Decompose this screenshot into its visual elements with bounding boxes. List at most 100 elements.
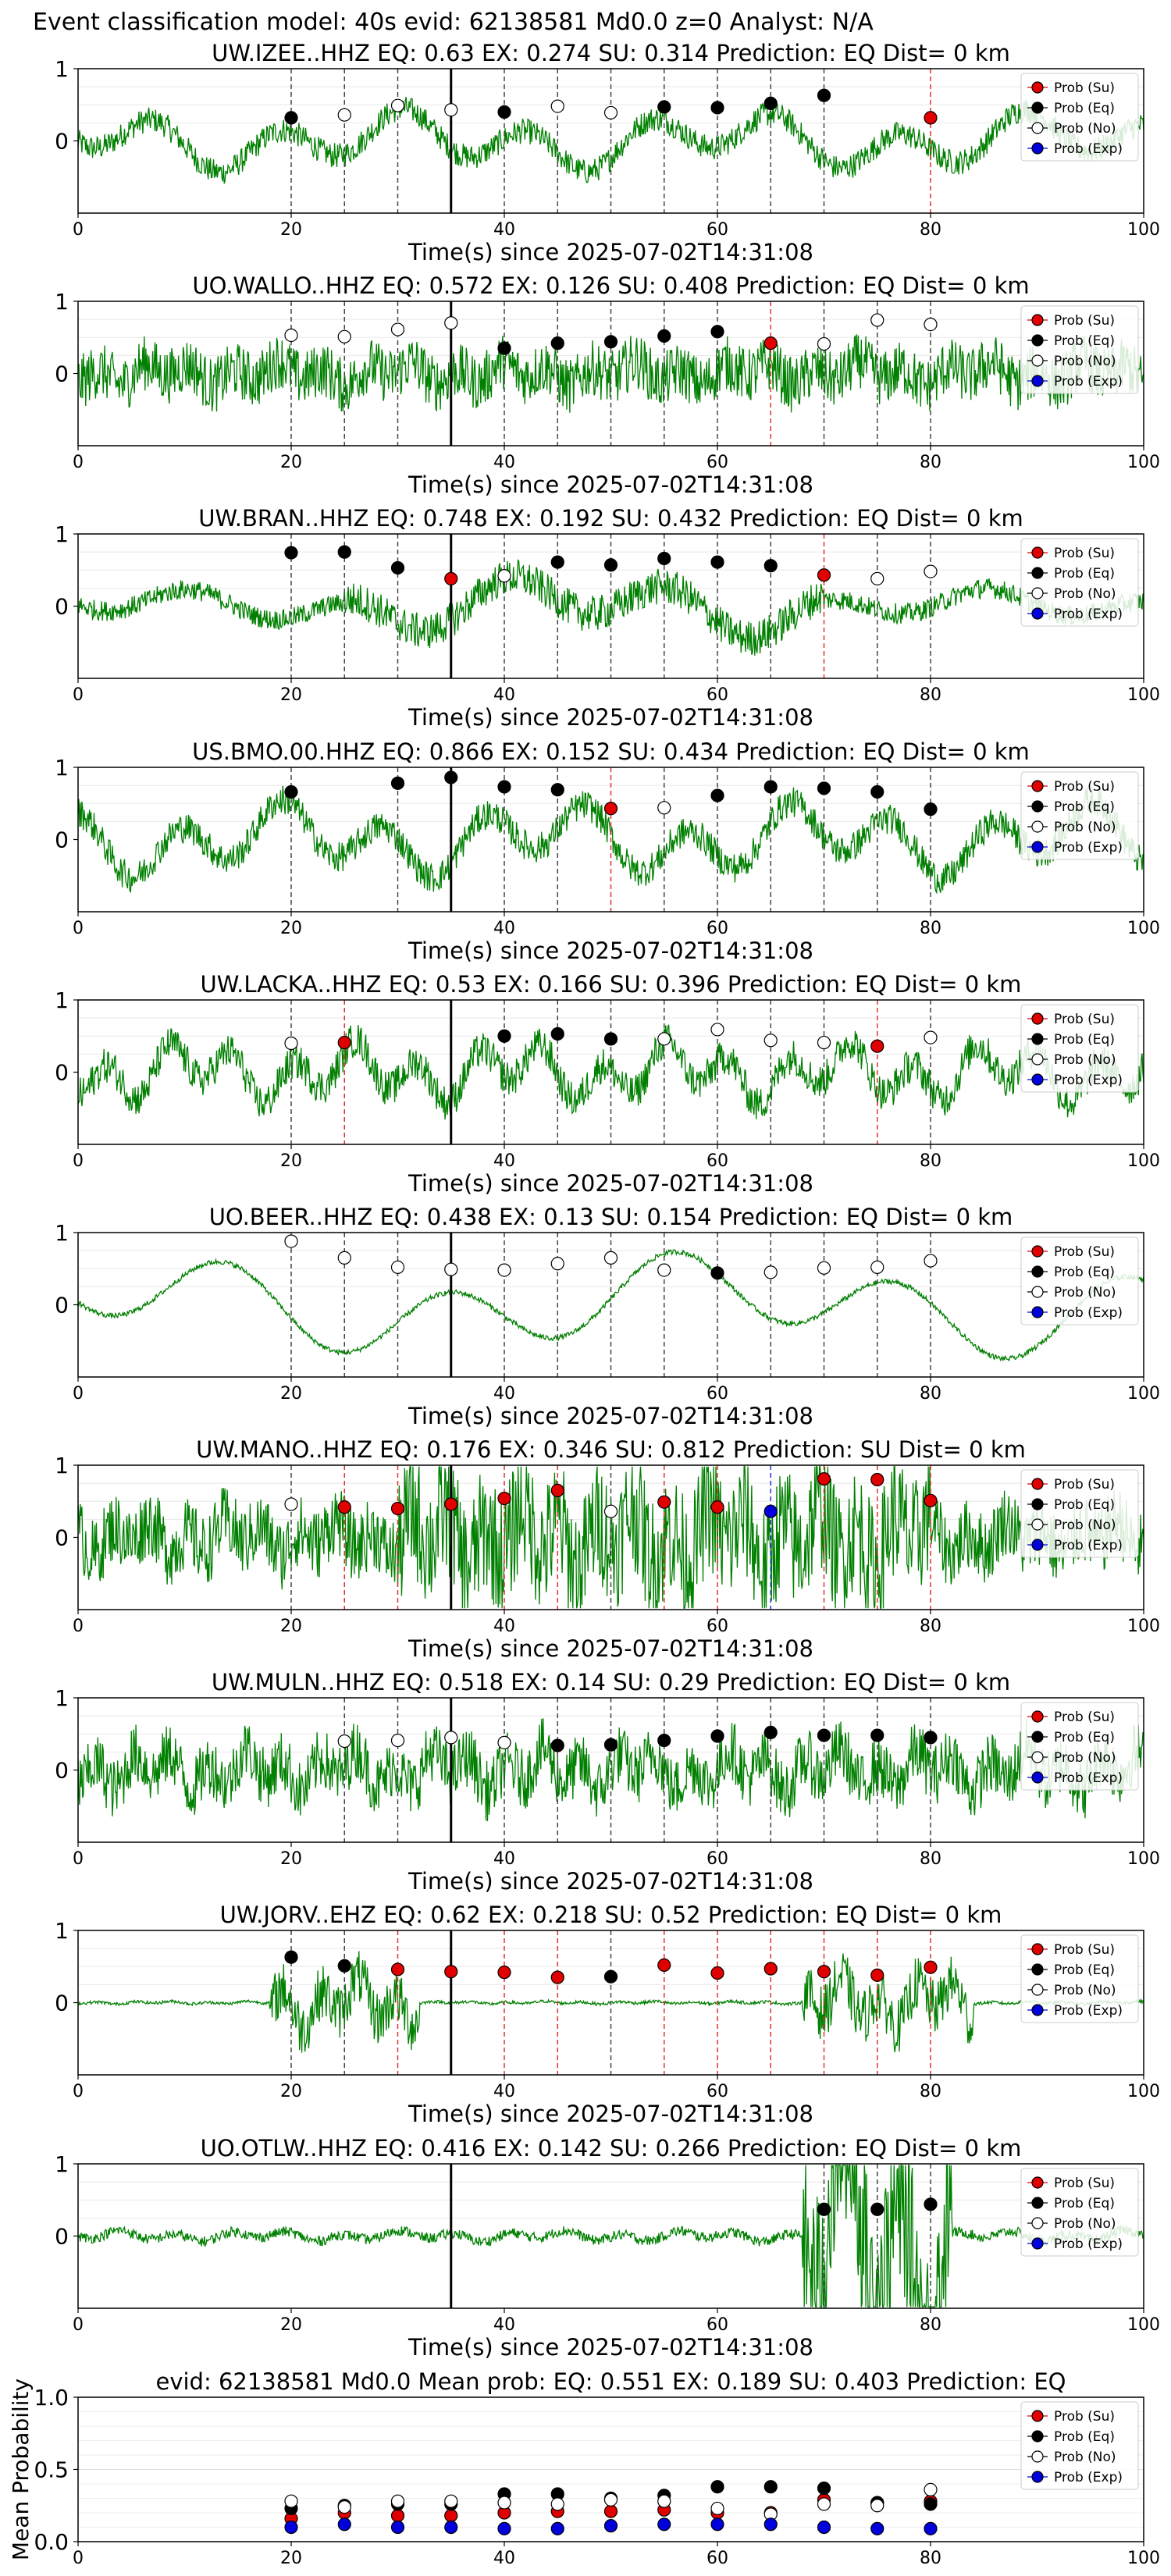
prob-point [657,1263,671,1277]
y-tick-label: 0 [55,827,69,853]
prob-point [924,318,938,332]
legend-marker [1031,1265,1044,1278]
x-tick-label: 20 [280,685,302,705]
prob-point [817,1965,831,1979]
mean-prob-point [817,2520,831,2535]
prob-point [390,1260,405,1275]
y-tick-label: 0 [55,1060,69,1086]
mean-prob-point [337,2517,351,2532]
prob-point [337,1500,351,1514]
x-tick-label: 60 [707,2315,728,2335]
legend-marker [1031,607,1044,620]
legend-marker [1031,81,1044,94]
prob-point [657,801,671,815]
prob-point [763,1962,778,1976]
prob-point [603,1251,618,1265]
x-axis-label: Time(s) since 2025-07-02T14:31:08 [408,1170,813,1197]
x-tick-label: 80 [920,2549,941,2568]
prob-point [817,88,831,102]
panel-title: UW.MANO..HHZ EQ: 0.176 EX: 0.346 SU: 0.8… [196,1436,1026,1463]
x-tick-label: 100 [1127,685,1160,705]
legend-label: Prob (Su) [1054,779,1115,795]
legend-label: Prob (Eq) [1054,1265,1115,1280]
prob-point [444,1731,458,1745]
legend-box [1020,2168,1139,2257]
mean-prob-point [284,2520,298,2535]
mean-prob-point [603,2519,618,2533]
legend-box [1020,73,1139,162]
prob-point [497,1263,511,1277]
prob-point [603,335,618,349]
prob-point [817,781,831,795]
prob-point [710,1266,724,1280]
x-tick-label: 100 [1127,1617,1160,1636]
x-tick-label: 60 [707,1384,728,1404]
y-tick-label: 0 [55,2224,69,2250]
x-tick-label: 100 [1127,220,1160,240]
legend-label: Prob (No) [1054,121,1116,137]
station-panel: UO.OTLW..HHZ EQ: 0.416 EX: 0.142 SU: 0.2… [55,2135,1160,2361]
prob-point [284,1036,298,1051]
x-tick-label: 80 [920,919,941,938]
legend-label: Prob (Eq) [1054,2196,1115,2211]
x-tick-label: 20 [280,2082,302,2101]
legend-label: Prob (No) [1054,586,1116,602]
legend-box [1020,1004,1139,1093]
legend-label: Prob (No) [1054,1983,1116,1998]
mean-prob-point [390,2509,405,2523]
legend-label: Prob (No) [1054,2216,1116,2232]
prob-point [550,1026,564,1041]
prob-point [284,546,298,560]
prob-point [497,569,511,583]
legend-marker [1031,375,1044,387]
panel-title: UO.OTLW..HHZ EQ: 0.416 EX: 0.142 SU: 0.2… [201,2135,1022,2161]
x-tick-label: 20 [280,2549,302,2568]
legend-marker [1031,1498,1044,1510]
station-panel: UO.BEER..HHZ EQ: 0.438 EX: 0.13 SU: 0.15… [55,1204,1160,1429]
legend-marker [1031,1963,1044,1976]
x-tick-label: 80 [920,685,941,705]
y-tick-label: 0 [55,129,69,155]
prob-point [817,568,831,582]
summary-panel: evid: 62138581 Md0.0 Mean prob: EQ: 0.55… [8,2368,1160,2568]
station-panel: UW.BRAN..HHZ EQ: 0.748 EX: 0.192 SU: 0.4… [55,505,1160,731]
legend-marker [1031,2004,1044,2016]
prob-point [710,555,724,569]
prob-point [924,1254,938,1268]
prob-point [710,101,724,115]
x-tick-label: 60 [707,2549,728,2568]
panel-title: UO.BEER..HHZ EQ: 0.438 EX: 0.13 SU: 0.15… [209,1204,1013,1230]
legend-marker [1031,1710,1044,1723]
panel-title: UW.JORV..EHZ EQ: 0.62 EX: 0.218 SU: 0.52… [220,1902,1002,1928]
prob-point [444,1965,458,1979]
mean-prob-point [924,2521,938,2535]
prob-point [284,328,298,343]
prob-point [657,1958,671,1972]
prob-point [337,1251,351,1265]
prob-point [924,1493,938,1507]
prob-point [870,1728,884,1742]
panel-title: evid: 62138581 Md0.0 Mean prob: EQ: 0.55… [156,2368,1066,2395]
x-axis-label: Time(s) since 2025-07-02T14:31:08 [408,239,813,265]
y-tick-label: 1 [55,521,69,547]
x-tick-label: 20 [280,1151,302,1171]
legend-label: Prob (Su) [1054,2409,1115,2425]
legend-label: Prob (No) [1054,1285,1116,1300]
x-axis-label: Time(s) since 2025-07-02T14:31:08 [408,704,813,731]
prob-point [763,1504,778,1518]
legend-marker [1031,1731,1044,1743]
legend: Prob (Su) Prob (Eq) Prob (No) Prob (Exp) [1020,1236,1139,1325]
x-tick-label: 100 [1127,453,1160,472]
legend: Prob (Su) Prob (Eq) Prob (No) Prob (Exp) [1020,1004,1139,1093]
x-tick-label: 60 [707,2082,728,2101]
prob-point [817,1261,831,1275]
mean-prob-point [710,2501,724,2516]
x-tick-label: 40 [493,2082,515,2101]
mean-prob-point [870,2499,884,2513]
mean-prob-point [550,2521,564,2535]
legend-marker [1031,1033,1044,1045]
y-tick-label: 0 [55,1293,69,1318]
legend-marker [1031,1984,1044,1996]
legend: Prob (Su) Prob (Eq) Prob (No) Prob (Exp) [1020,1469,1139,1558]
prob-point [710,1500,724,1514]
